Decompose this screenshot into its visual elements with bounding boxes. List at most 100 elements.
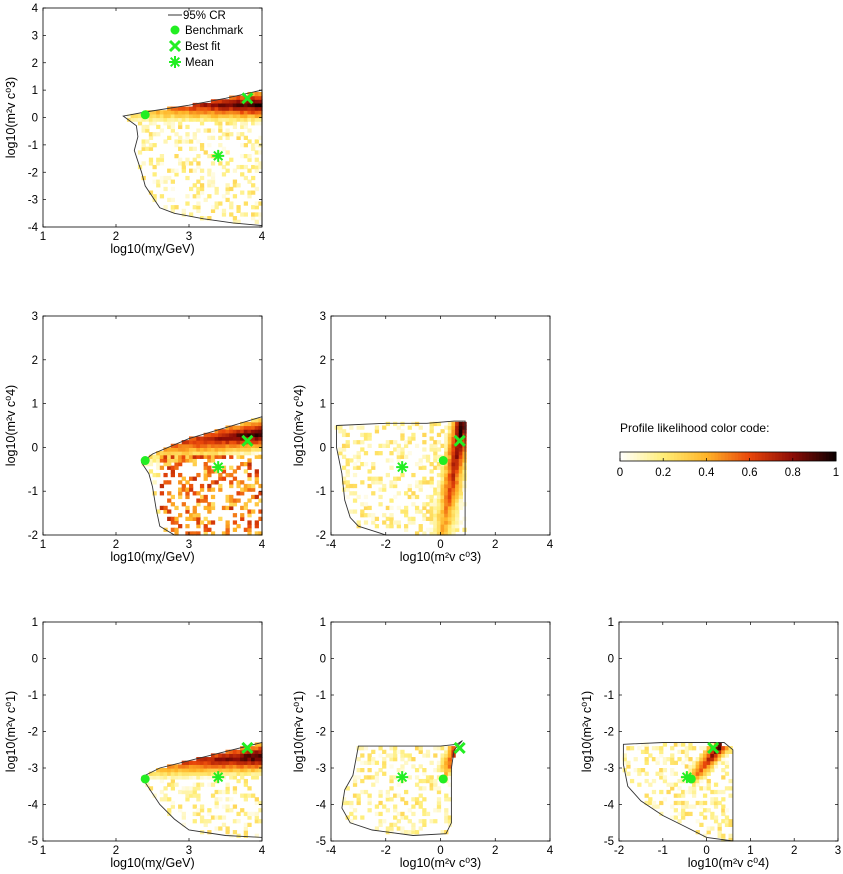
heatmap-cell xyxy=(393,440,398,445)
heatmap-cell xyxy=(451,480,456,485)
heatmap-cell xyxy=(363,520,369,525)
heatmap-cell xyxy=(385,793,390,798)
heatmap-cell xyxy=(455,443,460,448)
heatmap-cell xyxy=(407,425,412,430)
best-fit-marker xyxy=(453,434,466,447)
heatmap-cell xyxy=(429,520,434,525)
heatmap-cell xyxy=(706,757,711,762)
heatmap-cell xyxy=(462,432,467,438)
heatmap-cell xyxy=(192,789,197,795)
cr-95-contour xyxy=(622,742,734,842)
heatmap-cell xyxy=(203,775,208,780)
heatmap-cell xyxy=(137,117,143,122)
heatmap-cell xyxy=(684,764,689,769)
heatmap-cell xyxy=(706,830,711,835)
heatmap-cell xyxy=(363,513,369,518)
heatmap-cell xyxy=(254,476,259,481)
heatmap-cell xyxy=(225,749,230,754)
heatmap-cell xyxy=(247,157,252,162)
heatmap-cell xyxy=(429,494,434,500)
heatmap-cell xyxy=(236,440,241,445)
heatmap-cell xyxy=(203,440,208,445)
heatmap-cell xyxy=(247,421,252,427)
heatmap-cell xyxy=(163,110,168,115)
heatmap-cell xyxy=(251,432,256,438)
heatmap-cell xyxy=(229,760,234,765)
heatmap-cell xyxy=(243,425,248,430)
heatmap-cell xyxy=(462,516,467,521)
heatmap-cell xyxy=(225,429,230,434)
heatmap-cell xyxy=(651,800,657,806)
heatmap-cell xyxy=(207,106,212,111)
heatmap-cell xyxy=(232,425,238,430)
heatmap-cell xyxy=(196,454,201,459)
heatmap-cell xyxy=(702,746,708,751)
benchmark-marker xyxy=(140,456,150,466)
heatmap-cell xyxy=(440,502,445,507)
heatmap-cell xyxy=(214,800,219,806)
heatmap-cell xyxy=(258,800,263,806)
heatmap-cell xyxy=(199,436,205,441)
heatmap-cell xyxy=(374,451,380,456)
heatmap-cell xyxy=(258,764,263,769)
heatmap-cell xyxy=(455,487,460,492)
heatmap-cell xyxy=(243,143,248,148)
heatmap-cell xyxy=(451,746,456,751)
heatmap-cell xyxy=(181,110,186,115)
heatmap-cell xyxy=(148,110,154,115)
heatmap-cell xyxy=(447,764,453,769)
heatmap-cell xyxy=(444,502,449,507)
heatmap-cell xyxy=(156,451,161,456)
y-tick-label: 3 xyxy=(32,30,38,42)
heatmap-cell xyxy=(254,212,259,217)
heatmap-cell xyxy=(396,458,401,463)
colorbar-segment xyxy=(795,452,800,461)
colorbar-segment xyxy=(704,452,709,461)
heatmap-cell xyxy=(199,764,205,769)
heatmap-cell xyxy=(400,764,405,769)
heatmap-cell xyxy=(659,771,664,776)
heatmap-cell xyxy=(440,757,445,762)
heatmap-cell xyxy=(214,789,219,795)
heatmap-cell xyxy=(196,436,201,441)
heatmap-cell xyxy=(717,826,722,831)
colorbar-tick-label: 1 xyxy=(833,467,839,479)
heatmap-cell xyxy=(170,124,175,130)
heatmap-cell xyxy=(240,451,245,456)
heatmap-cell xyxy=(229,480,234,485)
heatmap-cell xyxy=(145,117,150,122)
heatmap-cell xyxy=(393,483,398,489)
heatmap-cell xyxy=(232,527,238,532)
heatmap-cell xyxy=(141,128,146,133)
heatmap-cell xyxy=(203,102,208,108)
heatmap-cell xyxy=(207,775,212,780)
heatmap-cell xyxy=(243,797,248,802)
heatmap-cell xyxy=(352,498,358,503)
heatmap-cell xyxy=(436,421,442,427)
heatmap-cell xyxy=(254,768,259,773)
colorbar-segment xyxy=(771,452,776,461)
heatmap-cell xyxy=(404,524,409,529)
heatmap-cell xyxy=(251,746,256,751)
heatmap-cell xyxy=(254,102,259,108)
heatmap-cell xyxy=(414,480,420,485)
heatmap-cell xyxy=(382,819,387,824)
heatmap-cell xyxy=(414,509,420,514)
heatmap-cell xyxy=(247,139,252,144)
heatmap-cell xyxy=(243,833,248,838)
heatmap-cell xyxy=(349,491,354,496)
heatmap-cell xyxy=(349,811,354,817)
heatmap-cell xyxy=(341,800,347,806)
x-axis-label: log10(mχ/GeV) xyxy=(110,550,194,564)
heatmap-cell xyxy=(251,175,256,181)
x-tick-label: 1 xyxy=(40,845,46,857)
heatmap-cell xyxy=(192,505,197,511)
colorbar-segment xyxy=(825,452,830,461)
heatmap-cell xyxy=(199,757,205,762)
heatmap-cell xyxy=(196,117,201,122)
heatmap-cell xyxy=(181,476,186,481)
heatmap-cell xyxy=(444,425,449,430)
heatmap-cell xyxy=(163,451,168,456)
heatmap-cell xyxy=(455,520,460,525)
